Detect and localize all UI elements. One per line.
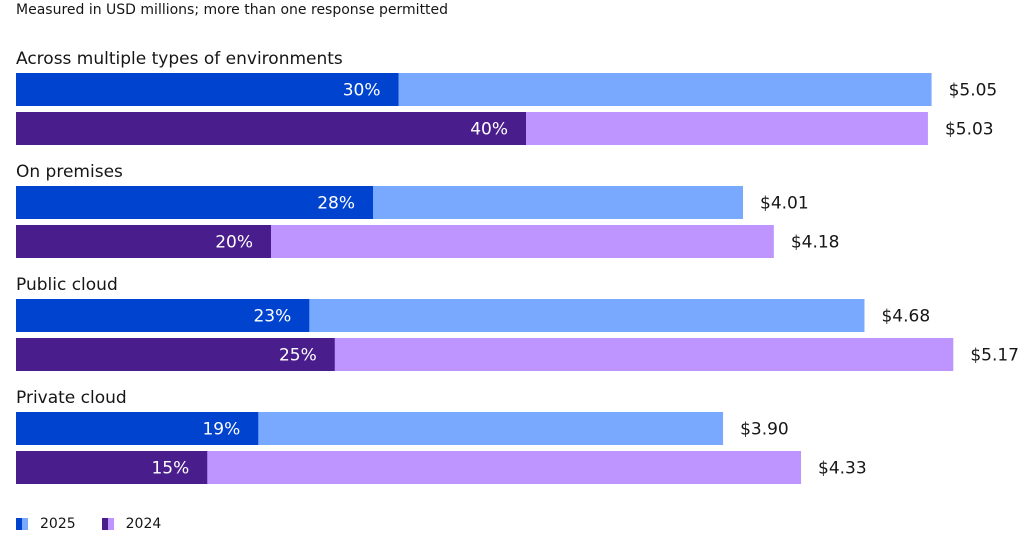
legend-swatch-2025: [16, 518, 28, 530]
legend-item-2024: 2024: [101, 516, 162, 532]
bar-percent-2024-public-cloud: [16, 338, 335, 371]
legend-swatch-2024: [101, 518, 114, 530]
category-label-on-premises: On premises: [16, 162, 123, 182]
percent-label-2025-private-cloud: 19%: [202, 420, 240, 440]
value-label-2025-on-premises: $4.01: [760, 194, 809, 214]
value-label-2025-public-cloud: $4.68: [881, 307, 930, 327]
legend-item-2025: 2025: [16, 516, 76, 532]
bar-percent-2025-on-premises: [16, 186, 373, 219]
bar-percent-2024-on-premises: [16, 225, 271, 258]
percent-label-2025-on-premises: 28%: [317, 194, 355, 214]
legend: 2025 2024: [16, 516, 161, 532]
percent-label-2025-public-cloud: 23%: [253, 307, 291, 327]
category-label-across-multiple-types-of-environments: Across multiple types of environments: [16, 49, 343, 69]
value-label-2025-across-multiple-types-of-environments: $5.05: [949, 81, 998, 101]
percent-label-2025-across-multiple-types-of-environments: 30%: [343, 81, 381, 101]
bar-percent-2025-across-multiple-types-of-environments: [16, 73, 399, 106]
legend-label-2024: 2024: [125, 516, 162, 532]
chart-subtitle: Measured in USD millions; more than one …: [16, 2, 449, 18]
bar-percent-2025-private-cloud: [16, 412, 259, 445]
percent-label-2024-private-cloud: 15%: [151, 459, 189, 479]
category-label-public-cloud: Public cloud: [16, 275, 118, 295]
value-label-2025-private-cloud: $3.90: [740, 420, 789, 440]
percent-label-2024-public-cloud: 25%: [279, 346, 317, 366]
value-label-2024-public-cloud: $5.17: [970, 346, 1019, 366]
bar-percent-2025-public-cloud: [16, 299, 310, 332]
value-label-2024-on-premises: $4.18: [791, 233, 840, 253]
legend-label-2025: 2025: [40, 516, 76, 532]
percent-label-2024-across-multiple-types-of-environments: 40%: [470, 120, 508, 140]
value-label-2024-private-cloud: $4.33: [818, 459, 867, 479]
value-label-2024-across-multiple-types-of-environments: $5.03: [945, 120, 994, 140]
category-label-private-cloud: Private cloud: [16, 388, 127, 408]
percent-label-2024-on-premises: 20%: [215, 233, 253, 253]
bar-percent-2024-private-cloud: [16, 451, 208, 484]
bar-percent-2024-across-multiple-types-of-environments: [16, 112, 526, 145]
